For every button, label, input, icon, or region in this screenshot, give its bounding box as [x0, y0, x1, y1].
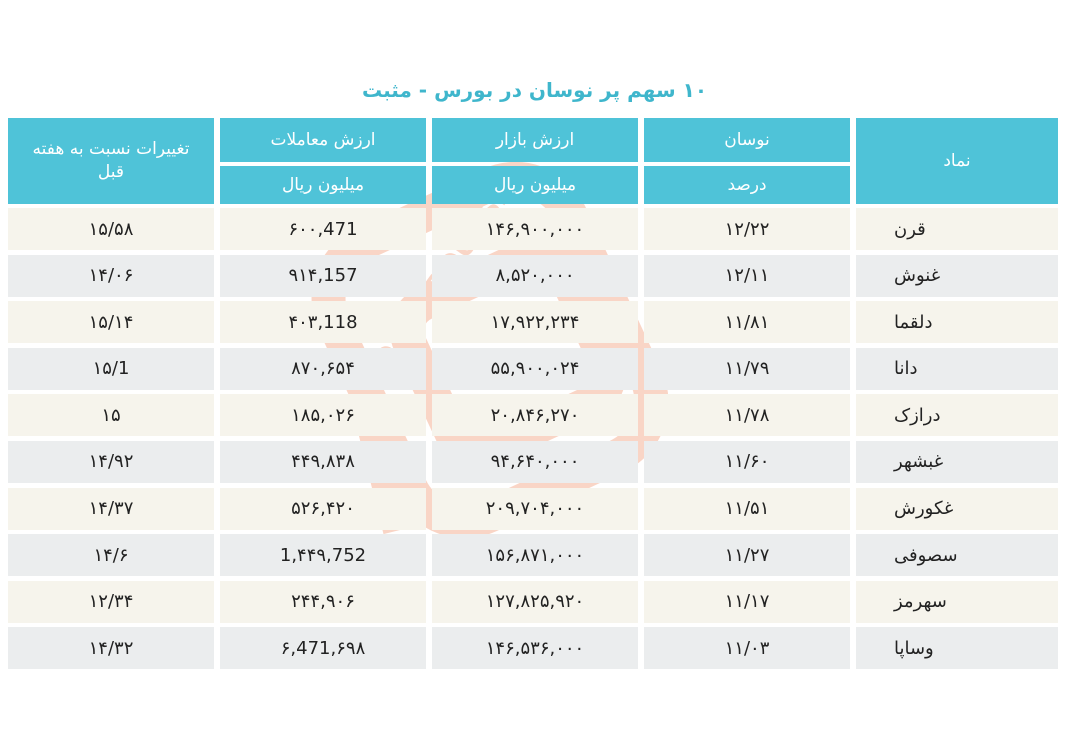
header-market-value: ارزش بازار	[432, 118, 638, 162]
cell-fluctuation: ۱۱/۲۷	[644, 534, 850, 577]
header-symbol: نماد	[856, 118, 1058, 204]
header-fluctuation: نوسان	[644, 118, 850, 162]
table-header: نماد نوسان ارزش بازار ارزش معاملات تغییر…	[8, 118, 1058, 204]
cell-symbol: سهرمز	[856, 580, 1058, 623]
cell-market-value: ۱۷,۹۲۲,۲۳۴	[432, 301, 638, 344]
cell-symbol: قرن	[856, 208, 1058, 250]
cell-symbol: دانا	[856, 347, 1058, 390]
cell-symbol: درازک	[856, 394, 1058, 437]
cell-trade-value: ۶۰۰,471	[220, 208, 426, 250]
cell-trade-value: ۸۷۰,۶۵۴	[220, 347, 426, 390]
table-body: قرن ۱۲/۲۲ ۱۴۶,۹۰۰,۰۰۰ ۶۰۰,471 ۱۵/۵۸ غنوش ۱۲/۱۱…	[8, 208, 1058, 670]
cell-trade-value: ۹۱۴,157	[220, 254, 426, 297]
header-market-value-unit: میلیون ریال	[432, 166, 638, 204]
cell-fluctuation: ۱۱/۷۸	[644, 394, 850, 437]
cell-market-value: ۱۴۶,۹۰۰,۰۰۰	[432, 208, 638, 250]
cell-weekly-change: ۱۴/۰۶	[8, 254, 214, 297]
cell-trade-value: ۵۲۶,۴۲۰	[220, 487, 426, 530]
cell-symbol: غنوش	[856, 254, 1058, 297]
cell-fluctuation: ۱۱/۰۳	[644, 627, 850, 670]
header-trade-value: ارزش معاملات	[220, 118, 426, 162]
cell-trade-value: ۶,471,۶۹۸	[220, 627, 426, 670]
cell-weekly-change: ۱۵/1	[8, 347, 214, 390]
cell-weekly-change: ۱۴/۹۲	[8, 440, 214, 483]
cell-market-value: ۱۲۷,۸۲۵,۹۲۰	[432, 580, 638, 623]
cell-weekly-change: ۱۵/۵۸	[8, 208, 214, 250]
cell-fluctuation: ۱۱/۵۱	[644, 487, 850, 530]
cell-fluctuation: ۱۲/۲۲	[644, 208, 850, 250]
cell-weekly-change: ۱۴/۳۷	[8, 487, 214, 530]
cell-weekly-change: ۱۲/۳۴	[8, 580, 214, 623]
cell-market-value: ۱۵۶,۸۷۱,۰۰۰	[432, 534, 638, 577]
cell-symbol: غکورش	[856, 487, 1058, 530]
cell-fluctuation: ۱۱/۸۱	[644, 301, 850, 344]
cell-fluctuation: ۱۱/۱۷	[644, 580, 850, 623]
cell-market-value: ۲۰,۸۴۶,۲۷۰	[432, 394, 638, 437]
cell-weekly-change: ۱۵/۱۴	[8, 301, 214, 344]
table-title: ۱۰ سهم پر نوسان در بورس - مثبت	[361, 78, 708, 102]
cell-market-value: ۱۴۶,۵۳۶,۰۰۰	[432, 627, 638, 670]
cell-symbol: دلقما	[856, 301, 1058, 344]
cell-trade-value: 1,۴۴۹,752	[220, 534, 426, 577]
cell-trade-value: ۴۴۹,۸۳۸	[220, 440, 426, 483]
cell-market-value: ۵۵,۹۰۰,۰۲۴	[432, 347, 638, 390]
cell-symbol: غبشهر	[856, 440, 1058, 483]
cell-fluctuation: ۱۱/۷۹	[644, 347, 850, 390]
header-weekly-change: تغییرات نسبت به هفته قبل	[8, 118, 214, 204]
cell-trade-value: ۴۰۳,118	[220, 301, 426, 344]
cell-market-value: ۲۰۹,۷۰۴,۰۰۰	[432, 487, 638, 530]
cell-trade-value: ۲۴۴,۹۰۶	[220, 580, 426, 623]
cell-fluctuation: ۱۲/۱۱	[644, 254, 850, 297]
cell-weekly-change: ۱۴/۳۲	[8, 627, 214, 670]
cell-weekly-change: ۱۴/۶	[8, 534, 214, 577]
cell-weekly-change: ۱۵	[8, 394, 214, 437]
header-fluctuation-unit: درصد	[644, 166, 850, 204]
header-trade-value-unit: میلیون ریال	[220, 166, 426, 204]
cell-fluctuation: ۱۱/۶۰	[644, 440, 850, 483]
cell-trade-value: ۱۸۵,۰۲۶	[220, 394, 426, 437]
cell-market-value: ۹۴,۶۴۰,۰۰۰	[432, 440, 638, 483]
cell-market-value: ۸,۵۲۰,۰۰۰	[432, 254, 638, 297]
cell-symbol: وساپا	[856, 627, 1058, 670]
cell-symbol: سصوفی	[856, 534, 1058, 577]
